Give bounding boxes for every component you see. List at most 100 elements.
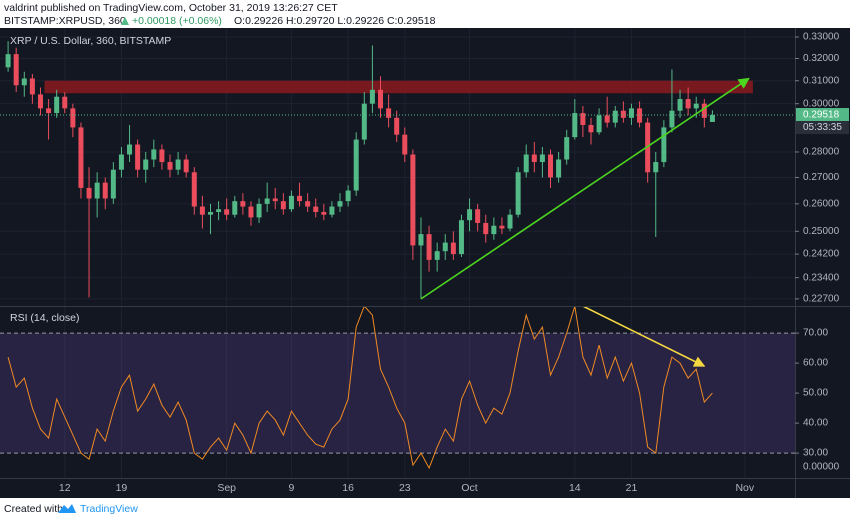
candle-body	[297, 195, 303, 202]
y-tick-label: 0.24200	[803, 249, 840, 260]
x-tick-label: 12	[59, 482, 71, 494]
candle-body	[272, 198, 278, 202]
published-line: valdrint published on TradingView.com, O…	[4, 2, 338, 14]
candle-body	[345, 190, 351, 202]
candle-body	[280, 201, 286, 210]
candle-body	[70, 108, 76, 128]
candle-body	[564, 137, 570, 160]
candle-body	[377, 89, 383, 109]
candle-body	[685, 99, 691, 109]
candle-body	[305, 201, 311, 207]
header-bg	[0, 0, 850, 28]
candle-body	[62, 96, 68, 109]
candle-body	[175, 159, 181, 170]
candle-body	[612, 110, 618, 123]
candle-body	[78, 127, 84, 188]
candle-body	[556, 159, 562, 178]
candle-body	[240, 201, 246, 207]
candle-body	[110, 169, 116, 199]
candle-body	[216, 209, 222, 212]
x-tick-label: Sep	[217, 482, 236, 494]
candle-body	[199, 206, 205, 215]
candle-body	[337, 201, 343, 207]
candle-body	[256, 203, 262, 218]
candle-body	[442, 242, 448, 252]
candle-body	[434, 251, 440, 260]
candle-body	[159, 149, 165, 163]
candle-body	[515, 172, 521, 215]
y-tick-label: 0.25000	[803, 226, 840, 237]
rsi-y-tick-label: 70.00	[803, 328, 828, 339]
candle-body	[483, 222, 489, 235]
candle-body	[118, 154, 124, 170]
candle-body	[410, 154, 416, 246]
candle-body	[288, 195, 294, 210]
candle-body	[232, 201, 238, 215]
y-tick-label: 0.27000	[803, 172, 840, 183]
candle-body	[46, 108, 52, 114]
candle-body	[596, 115, 602, 133]
candle-body	[5, 54, 11, 68]
countdown: 05:33:35	[803, 122, 842, 133]
candle-body	[701, 103, 707, 118]
rsi-line	[7, 307, 713, 470]
candle-body	[394, 117, 400, 135]
candle-body	[458, 220, 464, 255]
candle-body	[709, 115, 715, 122]
candle-body	[693, 103, 699, 109]
x-tick-label: 9	[289, 482, 295, 494]
brand-logo	[58, 504, 76, 513]
rsi-title: RSI (14, close)	[10, 312, 79, 324]
candle-body	[191, 172, 197, 207]
candle-body	[450, 242, 456, 255]
candle-body	[386, 108, 392, 118]
candle-body	[224, 209, 230, 215]
candle-body	[669, 110, 675, 128]
y-tick-label: 0.32000	[803, 53, 840, 64]
x-tick-label: 16	[342, 482, 354, 494]
candle-body	[531, 154, 537, 163]
rsi-y-tick-label: 30.00	[803, 448, 828, 459]
candle-body	[29, 78, 35, 95]
rsi-y-tick-label: 40.00	[803, 418, 828, 429]
y-tick-label: 0.33000	[803, 32, 840, 43]
chart-title: XRP / U.S. Dollar, 360, BITSTAMP	[10, 35, 171, 47]
candle-body	[588, 125, 594, 133]
rsi-bottom-label: 0.00000	[803, 462, 840, 473]
x-tick-label: 14	[569, 482, 581, 494]
candle-body	[507, 214, 513, 229]
ohlc: O:0.29226 H:0.29720 L:0.29226 C:0.29518	[234, 15, 436, 27]
candle-body	[313, 206, 319, 212]
candle-body	[580, 113, 586, 126]
candle-body	[135, 144, 141, 170]
up-icon	[121, 17, 129, 25]
footer-text: Created with	[4, 503, 63, 515]
x-tick-label: Oct	[461, 482, 477, 494]
candle-body	[475, 209, 481, 223]
trendline	[420, 77, 750, 300]
candle-body	[127, 144, 133, 155]
symbol-line: BITSTAMP:XRPUSD, 360	[4, 15, 126, 27]
y-tick-label: 0.22700	[803, 294, 840, 305]
candle-body	[539, 154, 545, 163]
candle-body	[523, 154, 529, 173]
x-tick-label: Nov	[735, 482, 754, 494]
candle-body	[54, 96, 60, 114]
candle-body	[143, 159, 149, 170]
candle-body	[426, 234, 432, 260]
x-tick-label: 23	[399, 482, 411, 494]
candle-body	[418, 234, 424, 246]
footer-brand: TradingView	[80, 503, 138, 515]
candle-body	[620, 110, 626, 118]
rsi-arrow	[582, 307, 706, 367]
x-tick-label: 19	[116, 482, 128, 494]
candle-body	[183, 159, 189, 173]
candle-body	[13, 54, 19, 86]
y-tick-label: 0.26000	[803, 198, 840, 209]
candle-body	[572, 113, 578, 138]
candle-body	[661, 127, 667, 163]
y-tick-label: 0.23400	[803, 272, 840, 283]
candle-body	[248, 206, 254, 218]
